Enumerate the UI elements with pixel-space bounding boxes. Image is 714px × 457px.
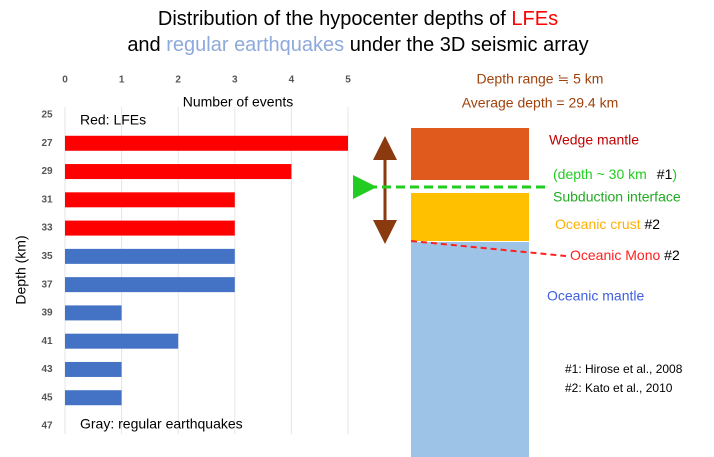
interface-depth: (depth ~ 30 km #1) — [553, 166, 677, 182]
y-tick-label: 35 — [41, 251, 53, 262]
bar — [65, 136, 348, 151]
oceanic-crust-label: Oceanic crust #2 — [555, 216, 660, 232]
bar — [65, 164, 291, 179]
bar — [65, 192, 235, 207]
title-segment: and — [127, 34, 166, 56]
interface-depth-close: ) — [672, 166, 677, 182]
x-axis-label: Number of events — [183, 94, 294, 110]
y-tick-label: 47 — [41, 421, 53, 432]
y-axis-label: Depth (km) — [13, 235, 29, 304]
bar — [65, 305, 122, 320]
y-tick-label: 39 — [41, 308, 53, 319]
legend-label: Red: LFEs — [80, 112, 146, 128]
bar — [65, 221, 235, 236]
title-segment: regular earthquakes — [166, 34, 344, 56]
title-line: and regular earthquakes under the 3D sei… — [127, 34, 588, 56]
x-tick-label: 5 — [345, 75, 351, 86]
oceanic-crust-text: Oceanic crust — [555, 216, 641, 232]
title-line: Distribution of the hypocenter depths of… — [158, 8, 558, 30]
x-tick-label: 3 — [232, 75, 238, 86]
x-tick-label: 0 — [62, 75, 68, 86]
depth-range: Depth range ≒ 5 km — [477, 71, 604, 87]
x-tick-label: 2 — [175, 75, 181, 86]
y-tick-label: 31 — [41, 194, 53, 205]
reference: #2: Kato et al., 2010 — [565, 381, 673, 395]
oceanic-mono-text: Oceanic Mono — [570, 247, 660, 263]
bar — [65, 277, 235, 292]
interface-depth-ref: #1 — [657, 166, 673, 182]
interface-depth-text: (depth ~ 30 km — [553, 166, 647, 182]
reference: #1: Hirose et al., 2008 — [565, 362, 683, 376]
y-tick-label: 43 — [41, 364, 53, 375]
wedge-mantle-label: Wedge mantle — [549, 132, 639, 148]
subduction-interface-label: Subduction interface — [553, 189, 681, 205]
oceanic-mantle-block — [411, 242, 529, 457]
oceanic-crust-block — [411, 193, 529, 241]
y-tick-label: 29 — [41, 166, 53, 177]
y-tick-label: 25 — [41, 110, 53, 121]
title-segment: LFEs — [511, 8, 558, 30]
page: Distribution of the hypocenter depths of… — [0, 0, 714, 457]
x-tick-label: 4 — [289, 75, 295, 86]
bar — [65, 362, 122, 377]
bar — [65, 334, 178, 349]
oceanic-mono-label: Oceanic Mono #2 — [570, 247, 680, 263]
y-tick-label: 37 — [41, 279, 53, 290]
chart-title: Distribution of the hypocenter depths of… — [127, 8, 588, 56]
title-segment: under the 3D seismic array — [344, 34, 589, 56]
bar — [65, 249, 235, 264]
y-tick-label: 33 — [41, 223, 53, 234]
oceanic-mono-ref: #2 — [660, 247, 680, 263]
wedge-mantle-block — [411, 128, 529, 180]
title-segment: Distribution of the hypocenter depths of — [158, 8, 512, 30]
oceanic-crust-ref: #2 — [641, 216, 661, 232]
oceanic-mantle-label: Oceanic mantle — [547, 288, 644, 304]
bar — [65, 390, 122, 405]
average-depth: Average depth = 29.4 km — [462, 95, 619, 111]
x-tick-label: 1 — [119, 75, 125, 86]
y-tick-label: 45 — [41, 392, 53, 403]
y-tick-label: 41 — [41, 336, 53, 347]
legend-label: Gray: regular earthquakes — [80, 416, 243, 432]
y-tick-label: 27 — [41, 138, 53, 149]
